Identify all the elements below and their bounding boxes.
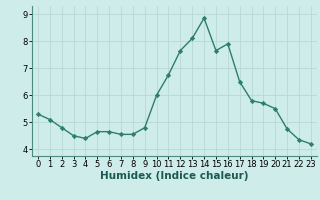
- X-axis label: Humidex (Indice chaleur): Humidex (Indice chaleur): [100, 171, 249, 181]
